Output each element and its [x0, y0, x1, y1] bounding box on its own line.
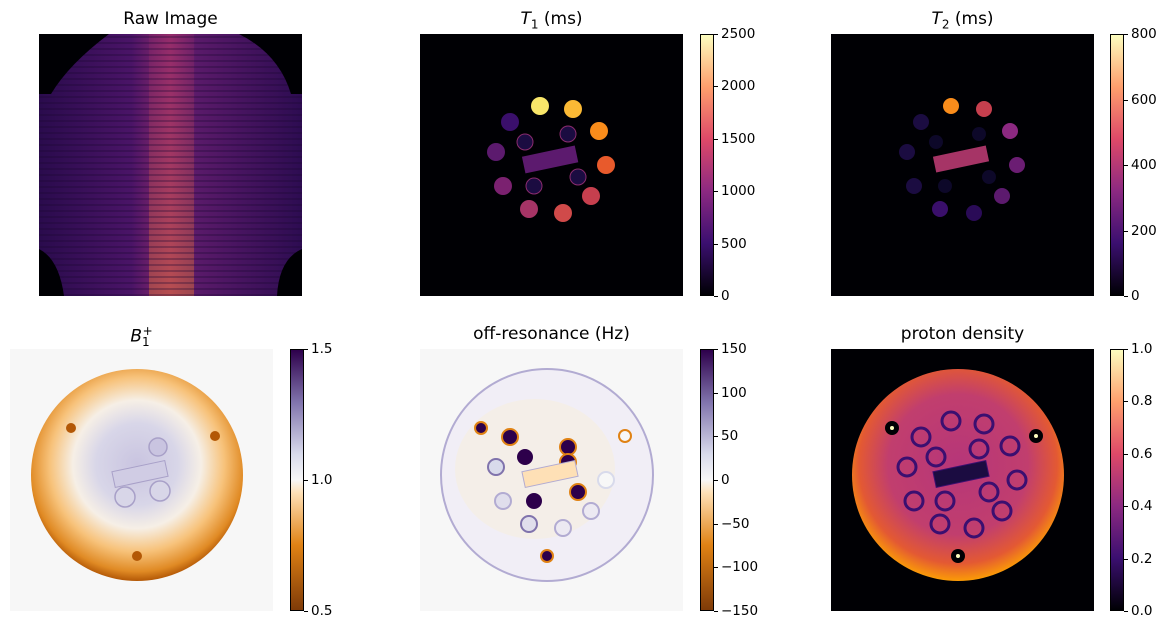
offres-tick-50: 50 [721, 428, 739, 444]
offres-map-image [420, 349, 683, 611]
pd-tick-1-0: 1.0 [1131, 341, 1153, 357]
offres-tick-neg50: −50 [721, 516, 750, 532]
pd-colorbar [1110, 349, 1124, 611]
t1-tick-500: 500 [721, 236, 747, 252]
t2-tick-400: 400 [1131, 157, 1157, 173]
t1-tick-2500: 2500 [721, 26, 756, 42]
t1-tick-2000: 2000 [721, 78, 756, 94]
t1-tick-1000: 1000 [721, 183, 756, 199]
pd-tick-0-6: 0.6 [1131, 446, 1153, 462]
t2-colorbar [1110, 34, 1124, 296]
t2-tick-200: 200 [1131, 223, 1157, 239]
t1-map-image [420, 34, 683, 296]
b1-tick-0-5: 0.5 [311, 603, 333, 619]
pd-title: proton density [900, 324, 1025, 344]
t2-map-image [831, 34, 1094, 296]
t1-colorbar [700, 34, 714, 296]
offres-tick-neg150: −150 [721, 603, 759, 619]
b1-tick-1-0: 1.0 [311, 472, 333, 488]
offres-tick-0: 0 [721, 472, 730, 488]
pd-tick-0-4: 0.4 [1131, 498, 1153, 514]
pd-tick-0-8: 0.8 [1131, 393, 1153, 409]
t1-title: T1 (ms) [520, 9, 583, 32]
t2-title: T2 (ms) [931, 9, 994, 32]
pd-tick-0-2: 0.2 [1131, 551, 1153, 567]
pd-tick-0-0: 0.0 [1131, 603, 1153, 619]
b1-tick-1-5: 1.5 [311, 341, 333, 357]
b1-title: B1+ [130, 324, 153, 350]
t1-tick-0: 0 [721, 288, 730, 304]
raw-image-title: Raw Image [123, 9, 218, 29]
t2-tick-0: 0 [1131, 288, 1140, 304]
raw-image [39, 34, 302, 296]
t1-tick-1500: 1500 [721, 131, 756, 147]
offres-tick-150: 150 [721, 341, 747, 357]
b1-colorbar [290, 349, 304, 611]
offres-tick-neg100: −100 [721, 559, 759, 575]
offres-tick-100: 100 [721, 385, 747, 401]
offres-colorbar [700, 349, 714, 611]
t2-tick-600: 600 [1131, 92, 1157, 108]
offres-title: off-resonance (Hz) [473, 324, 630, 344]
t2-tick-800: 800 [1131, 26, 1157, 42]
pd-map-image [831, 349, 1094, 611]
b1-map-image [10, 349, 273, 611]
